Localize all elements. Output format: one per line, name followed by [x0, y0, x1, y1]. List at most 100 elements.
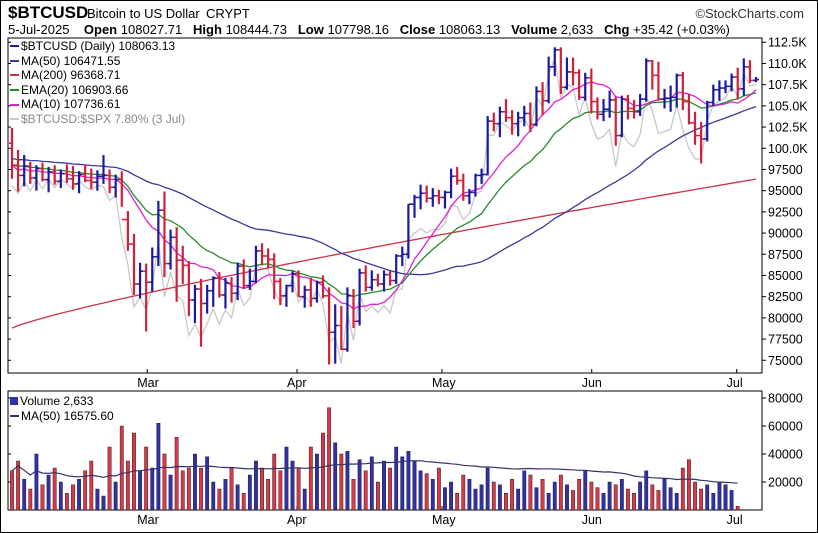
volume-bar — [412, 460, 417, 511]
volume-bar — [406, 451, 411, 511]
quote-chg-label: Chg — [604, 22, 630, 37]
volume-bar — [565, 484, 569, 511]
volume-bar — [491, 481, 496, 511]
volume-bar — [89, 460, 94, 511]
stockcharts-brand[interactable]: ©StockCharts.com — [695, 6, 804, 21]
volume-bar — [449, 481, 453, 511]
quote-open-label: Open — [83, 22, 118, 37]
volume-bar — [418, 470, 423, 511]
volume-bar — [77, 479, 81, 511]
volume-bar — [619, 479, 624, 511]
quote-close-label: Close — [399, 22, 436, 37]
volume-bar — [382, 460, 386, 511]
y-tick-label: 80000 — [768, 311, 803, 325]
x-tick-label-volume: May — [432, 513, 456, 527]
quote-line: 5-Jul-2025 Open 108027.71 High 108444.73… — [8, 22, 730, 37]
chart-symbol: $BTCUSD — [8, 3, 89, 22]
volume-legend: Volume 2,633 MA(50) 16575.60 — [10, 394, 114, 423]
legend-ma200-label: MA(200) 96368.71 — [21, 68, 121, 83]
quote-low: 107798.16 — [327, 22, 389, 37]
volume-bar — [668, 487, 673, 511]
volume-bar — [510, 479, 514, 511]
quote-close: 108063.13 — [438, 22, 501, 37]
volume-bar — [174, 437, 179, 511]
chart-exchange: CRYPT — [206, 6, 250, 21]
legend-volume-ma-label: MA(50) 16575.60 — [21, 408, 114, 423]
volume-bar — [388, 467, 392, 511]
volume-bar — [83, 470, 88, 511]
quote-chg: +35.42 (+0.03%) — [633, 22, 730, 37]
legend-volume-ma[interactable]: MA(50) 16575.60 — [10, 409, 114, 424]
y-tick-label: 112.5K — [768, 36, 807, 50]
volume-bar — [479, 484, 484, 511]
volume-bar — [247, 474, 252, 511]
volume-y-tick-label: 60000 — [768, 420, 803, 434]
legend-ma50-swatch — [10, 59, 19, 62]
volume-bar — [607, 481, 612, 511]
volume-bar — [357, 459, 362, 511]
legend-ma50[interactable]: MA(50) 106471.55 — [10, 54, 185, 69]
volume-bar — [687, 459, 691, 511]
volume-bar — [455, 493, 460, 511]
legend-ma10[interactable]: MA(10) 107736.61 — [10, 97, 185, 112]
volume-bar — [278, 470, 283, 511]
volume-bar — [186, 467, 191, 511]
quote-low-label: Low — [297, 22, 324, 37]
y-tick-label: 102.5K — [768, 121, 808, 135]
y-tick-label: 92500 — [768, 205, 803, 219]
volume-bar — [699, 488, 704, 511]
volume-bar — [729, 490, 734, 511]
volume-bar — [546, 493, 551, 511]
volume-bar — [211, 481, 216, 511]
volume-bar — [302, 488, 307, 511]
volume-bar — [315, 453, 319, 511]
volume-bar — [522, 470, 527, 511]
volume-bar — [16, 460, 20, 511]
legend-volume[interactable]: Volume 2,633 — [10, 394, 114, 409]
legend-ema20-label: EMA(20) 106903.66 — [21, 82, 129, 97]
volume-y-tick-label: 80000 — [768, 392, 803, 406]
legend-ema20[interactable]: EMA(20) 106903.66 — [10, 83, 185, 98]
volume-bar — [473, 488, 478, 511]
relative-strength-line — [11, 56, 757, 364]
volume-bar — [705, 484, 710, 511]
price-legend: $BTCUSD (Daily) 108063.13 MA(50) 106471.… — [10, 39, 185, 127]
volume-bar — [235, 484, 240, 511]
volume-bar — [217, 488, 222, 511]
volume-bar — [485, 467, 490, 511]
legend-rel[interactable]: $BTCUSD:$SPX 7.80% (3 Jul) — [10, 112, 185, 127]
ma50-line — [11, 105, 757, 276]
volume-bar — [467, 479, 472, 511]
volume-bar — [534, 487, 539, 511]
legend-volume-ma-swatch — [10, 414, 19, 417]
volume-bar — [552, 481, 557, 511]
y-tick-label: 77500 — [768, 333, 803, 347]
y-tick-label: 100.0K — [768, 142, 808, 156]
x-tick-label: May — [432, 376, 456, 390]
volume-bar — [327, 407, 332, 511]
volume-bar — [10, 470, 14, 511]
legend-price[interactable]: $BTCUSD (Daily) 108063.13 — [10, 39, 185, 54]
volume-bar — [180, 470, 185, 511]
volume-bar — [284, 446, 289, 511]
y-tick-label: 105.0K — [768, 99, 808, 113]
y-tick-label: 97500 — [768, 163, 803, 177]
y-tick-label: 95000 — [768, 184, 803, 198]
volume-bar — [119, 425, 124, 511]
volume-bar — [436, 467, 441, 511]
legend-ma200[interactable]: MA(200) 96368.71 — [10, 68, 185, 83]
x-tick-label: Jul — [727, 376, 743, 390]
volume-bar — [650, 484, 655, 511]
volume-bar — [193, 453, 197, 511]
volume-bar — [674, 493, 679, 511]
volume-bar — [113, 481, 118, 511]
volume-bar — [40, 484, 45, 511]
volume-bar — [656, 490, 661, 511]
quote-volume-label: Volume — [511, 22, 558, 37]
volume-bar — [558, 474, 563, 511]
ma10-line — [11, 81, 757, 310]
volume-bar — [497, 484, 502, 511]
legend-ma10-swatch — [10, 103, 19, 106]
quote-open: 108027.71 — [120, 22, 183, 37]
